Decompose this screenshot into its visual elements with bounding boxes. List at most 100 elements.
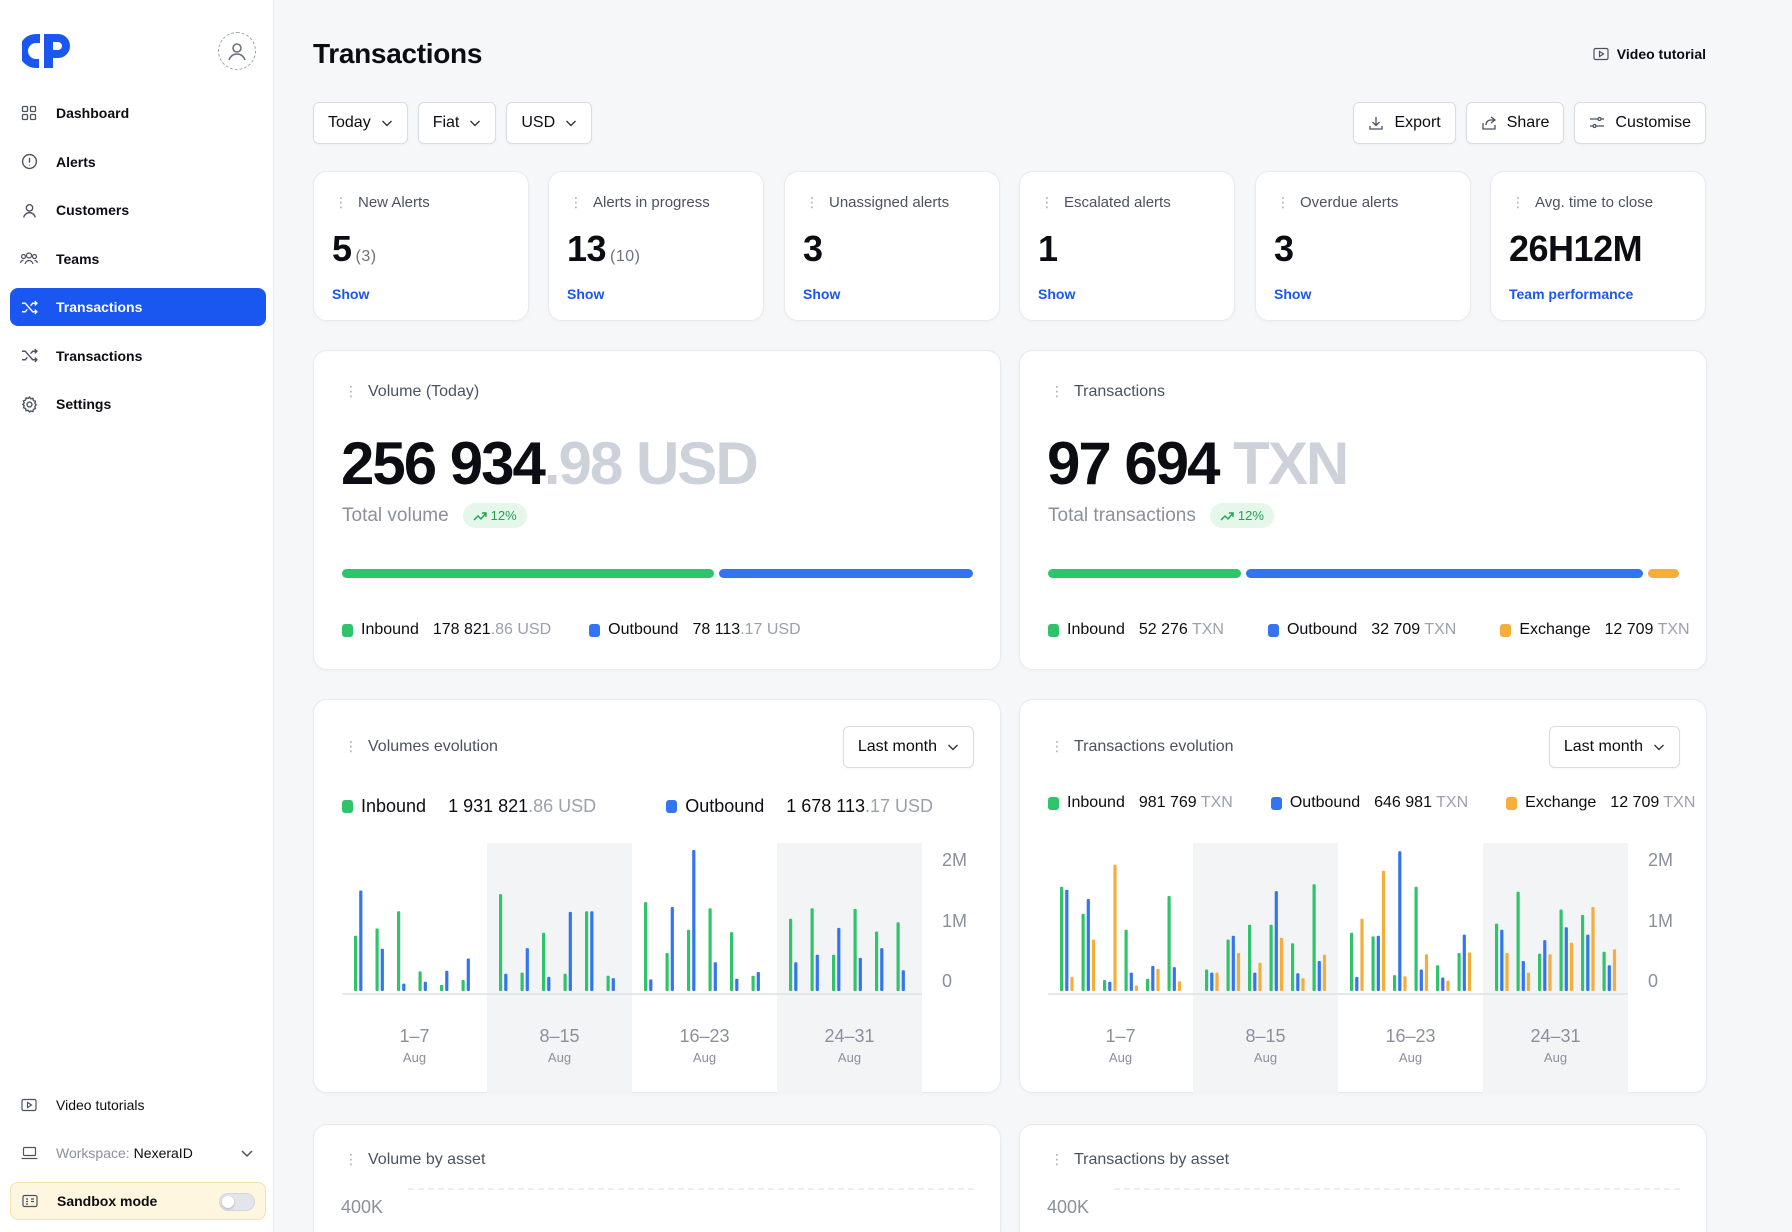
kpi-value: 3	[1274, 228, 1294, 269]
transactions-evolution-chart: 1–7 Aug 8–15 Aug 16–23 Aug 24–31 Aug 2M 1M 0	[1048, 843, 1673, 1094]
bar-inbound	[1350, 932, 1354, 991]
drag-handle-icon[interactable]: ⋮	[1050, 383, 1064, 399]
bar-inbound	[789, 918, 793, 991]
x-axis-tick: 8–15	[539, 1026, 579, 1046]
inbound-share-bar	[1048, 569, 1241, 578]
user-avatar[interactable]	[218, 32, 256, 70]
bar-outbound	[402, 983, 406, 991]
bar-outbound	[815, 954, 819, 991]
currency-filter[interactable]: USD	[506, 102, 593, 144]
currency-value: USD	[521, 114, 556, 131]
filter-bar: Today Fiat USD	[313, 102, 593, 144]
team-performance-link[interactable]: Team performance	[1509, 286, 1634, 302]
kpi-show-link[interactable]: Show	[567, 286, 605, 302]
period-dropdown-value: Last month	[857, 738, 937, 755]
bar-outbound	[692, 850, 696, 991]
page-title: Transactions	[313, 38, 483, 69]
sidebar-item-transactions-active[interactable]: Transactions	[10, 288, 266, 326]
x-axis-sublabel: Aug	[693, 1050, 716, 1065]
bar-outbound	[1210, 972, 1214, 991]
card-title: ⋮ Transactions	[1050, 383, 1165, 400]
sidebar-item-transactions[interactable]: Transactions	[10, 337, 266, 375]
bar-exchange	[1113, 864, 1117, 991]
sidebar-item-customers[interactable]: Customers	[10, 191, 266, 229]
bar-outbound	[1500, 929, 1504, 991]
bar-exchange	[1322, 954, 1327, 991]
bar-outbound	[1376, 935, 1380, 991]
sidebar-item-label: Teams	[56, 250, 100, 267]
period-filter-value: Today	[328, 114, 371, 131]
period-dropdown[interactable]: Last month	[1548, 726, 1680, 768]
card-title: ⋮ Volume by asset	[344, 1151, 486, 1168]
drag-handle-icon[interactable]: ⋮	[334, 194, 348, 210]
sidebar-item-teams[interactable]: Teams	[10, 240, 266, 278]
y-axis-tick: 2M	[942, 850, 967, 870]
sidebar-item-alerts[interactable]: Alerts	[10, 143, 266, 181]
drag-handle-icon[interactable]: ⋮	[805, 194, 819, 210]
x-axis-sublabel: Aug	[838, 1050, 861, 1065]
drag-handle-icon[interactable]: ⋮	[1050, 1151, 1064, 1167]
bar-outbound	[837, 927, 841, 991]
video-tutorials-label: Video tutorials	[56, 1097, 145, 1113]
video-tutorial-link[interactable]: Video tutorial	[1593, 46, 1706, 62]
period-dropdown[interactable]: Last month	[842, 726, 974, 768]
share-icon	[1482, 116, 1496, 130]
app-logo[interactable]	[22, 30, 78, 72]
bar-exchange	[1301, 978, 1305, 991]
x-axis-sublabel: Aug	[1399, 1050, 1422, 1065]
kpi-show-link[interactable]: Show	[1038, 286, 1076, 302]
customise-button[interactable]: Customise	[1574, 102, 1706, 144]
drag-handle-icon[interactable]: ⋮	[1050, 738, 1064, 754]
bar-exchange	[1505, 953, 1509, 991]
video-tutorials-link[interactable]: Video tutorials	[10, 1086, 266, 1124]
laptop-icon	[20, 1144, 38, 1162]
shuffle-icon	[20, 298, 38, 316]
bar-inbound	[708, 908, 712, 991]
drag-handle-icon[interactable]: ⋮	[1040, 194, 1054, 210]
total-volume-value: 256 934.98 USD	[341, 430, 759, 497]
bar-outbound	[901, 970, 905, 991]
kpi-card-new-alerts: ⋮ New Alerts 5 (3) Show	[313, 171, 529, 321]
kpi-card-unassigned-alerts: ⋮ Unassigned alerts 3 Show	[784, 171, 1000, 321]
period-filter[interactable]: Today	[313, 102, 408, 144]
kpi-title: ⋮ New Alerts	[334, 194, 430, 211]
volumes-evolution-legend: Inbound 1 931 821.86 USD Outbound 1 678 …	[342, 796, 933, 817]
x-axis-tick: 24–31	[824, 1026, 874, 1046]
chevron-down-icon	[470, 120, 481, 127]
share-button[interactable]: Share	[1465, 102, 1565, 144]
bar-outbound	[1231, 935, 1235, 991]
drag-handle-icon[interactable]: ⋮	[1511, 194, 1525, 210]
drag-handle-icon[interactable]: ⋮	[344, 738, 358, 754]
bar-inbound	[1312, 884, 1316, 991]
export-button[interactable]: Export	[1353, 102, 1456, 144]
bar-outbound	[880, 948, 884, 991]
bar-outbound	[1419, 969, 1423, 991]
kpi-show-link[interactable]: Show	[332, 286, 370, 302]
bar-inbound	[853, 908, 857, 991]
sidebar-item-settings[interactable]: Settings	[10, 385, 266, 423]
sidebar-item-dashboard[interactable]: Dashboard	[10, 94, 266, 132]
bar-exchange	[1070, 976, 1074, 991]
legend-outbound: Outbound 1 678 113.17 USD	[666, 796, 933, 817]
chevron-down-icon	[1654, 744, 1664, 751]
bar-inbound	[1371, 936, 1375, 991]
kpi-value: 5 (3)	[332, 228, 377, 269]
bar-exchange	[1381, 870, 1386, 991]
total-volume-row: Total volume 12%	[342, 503, 527, 528]
transactions-split-bar	[1048, 569, 1679, 579]
currency-type-filter[interactable]: Fiat	[417, 102, 497, 144]
kpi-show-link[interactable]: Show	[803, 286, 841, 302]
drag-handle-icon[interactable]: ⋮	[344, 383, 358, 399]
drag-handle-icon[interactable]: ⋮	[569, 194, 583, 210]
bar-inbound	[397, 911, 401, 991]
sandbox-toggle[interactable]	[219, 1193, 255, 1211]
bar-exchange	[1526, 972, 1531, 991]
drag-handle-icon[interactable]: ⋮	[1276, 194, 1290, 210]
drag-handle-icon[interactable]: ⋮	[344, 1151, 358, 1167]
bar-exchange	[1215, 972, 1219, 991]
workspace-selector[interactable]: Workspace: NexeraID	[10, 1134, 266, 1172]
bar-inbound	[1393, 975, 1397, 991]
change-badge: 12%	[1209, 503, 1274, 528]
bar-inbound	[1516, 891, 1520, 991]
kpi-show-link[interactable]: Show	[1274, 286, 1312, 302]
